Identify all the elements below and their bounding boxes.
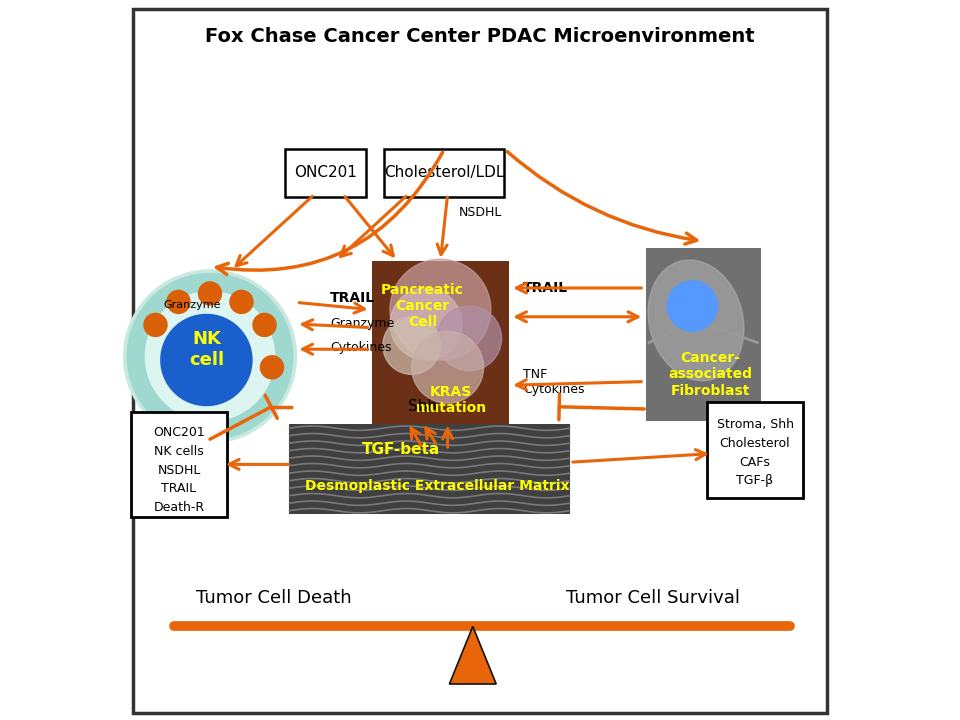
Ellipse shape [648, 260, 744, 381]
Circle shape [253, 313, 276, 336]
Text: Granzyme: Granzyme [330, 318, 395, 330]
Text: CAFs: CAFs [739, 456, 771, 469]
Circle shape [124, 270, 297, 443]
FancyBboxPatch shape [372, 261, 509, 444]
Text: NSDHL: NSDHL [157, 464, 201, 477]
Text: TRAIL: TRAIL [523, 281, 568, 295]
Text: Cytokines: Cytokines [330, 341, 392, 354]
Text: Tumor Cell Survival: Tumor Cell Survival [566, 589, 740, 606]
Text: Death-R: Death-R [154, 501, 204, 514]
Text: TGF-β: TGF-β [736, 474, 774, 487]
Circle shape [144, 313, 167, 336]
Text: TRAIL: TRAIL [161, 482, 197, 495]
Text: Stroma, Shh: Stroma, Shh [716, 418, 794, 431]
Circle shape [667, 281, 718, 331]
Text: NK
cell: NK cell [189, 330, 224, 369]
Text: NSDHL: NSDHL [459, 206, 502, 219]
Text: TRAIL: TRAIL [330, 291, 375, 305]
FancyBboxPatch shape [284, 149, 366, 197]
Circle shape [167, 290, 190, 313]
Text: NK cells: NK cells [155, 445, 204, 458]
Circle shape [437, 306, 501, 371]
FancyBboxPatch shape [131, 412, 228, 517]
Text: Granzyme: Granzyme [163, 300, 221, 310]
Text: TGF-beta: TGF-beta [362, 442, 440, 456]
Circle shape [127, 274, 293, 439]
Circle shape [230, 290, 253, 313]
Circle shape [145, 292, 275, 421]
Text: Desmoplastic Extracellular Matrix: Desmoplastic Extracellular Matrix [304, 479, 569, 493]
Text: TNF
Cytokines: TNF Cytokines [523, 368, 585, 395]
Text: Cholesterol/LDL: Cholesterol/LDL [384, 166, 504, 180]
Circle shape [260, 356, 283, 379]
FancyBboxPatch shape [707, 402, 804, 498]
Circle shape [199, 282, 222, 305]
FancyBboxPatch shape [132, 9, 827, 713]
Text: Tumor Cell Death: Tumor Cell Death [196, 589, 351, 606]
FancyBboxPatch shape [383, 149, 505, 197]
Circle shape [390, 288, 462, 360]
Text: Fox Chase Cancer Center PDAC Microenvironment: Fox Chase Cancer Center PDAC Microenviro… [205, 27, 755, 45]
Circle shape [161, 315, 252, 405]
Text: ONC201: ONC201 [294, 166, 356, 180]
Circle shape [390, 259, 491, 360]
Text: ONC201: ONC201 [154, 426, 204, 439]
Circle shape [383, 317, 441, 374]
Text: KRAS
mutation: KRAS mutation [416, 384, 487, 415]
Circle shape [412, 331, 484, 403]
Text: Shh: Shh [408, 400, 437, 414]
Text: Pancreatic
Cancer
Cell: Pancreatic Cancer Cell [381, 283, 464, 329]
Text: Cholesterol: Cholesterol [720, 437, 790, 450]
Text: Cancer-
associated
Fibroblast: Cancer- associated Fibroblast [668, 351, 753, 397]
FancyBboxPatch shape [645, 248, 761, 421]
FancyBboxPatch shape [289, 424, 570, 514]
Polygon shape [449, 626, 496, 684]
